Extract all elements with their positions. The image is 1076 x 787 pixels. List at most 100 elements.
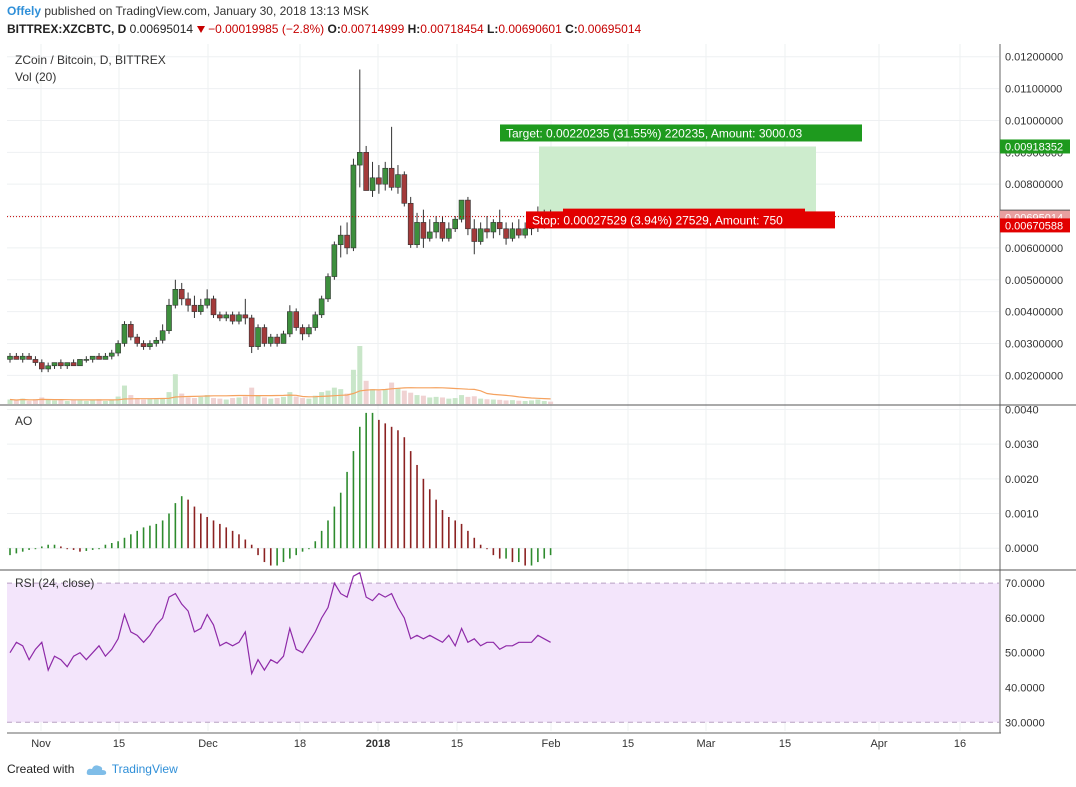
volume-bar bbox=[268, 398, 274, 404]
candle-up bbox=[318, 298, 325, 316]
volume-bar bbox=[7, 399, 13, 404]
volume-bar bbox=[191, 398, 197, 404]
target-zone bbox=[539, 146, 816, 217]
candle-up bbox=[115, 343, 121, 354]
volume-bar bbox=[45, 399, 51, 404]
volume-bar bbox=[64, 401, 70, 404]
volume-bar bbox=[541, 401, 547, 404]
volume-bar bbox=[242, 396, 248, 404]
rsi-line bbox=[9, 571, 551, 676]
volume-bar bbox=[300, 398, 306, 404]
volume-bar bbox=[26, 401, 32, 404]
volume-bar bbox=[370, 389, 376, 404]
target-label-bg bbox=[500, 124, 862, 142]
volume-bar bbox=[147, 398, 153, 404]
close-label: C: bbox=[565, 22, 578, 36]
candle-down bbox=[58, 362, 64, 367]
candle-up bbox=[83, 359, 90, 361]
author-link[interactable]: Offely bbox=[7, 4, 42, 18]
volume-bar bbox=[293, 396, 299, 404]
candle-up bbox=[166, 304, 172, 332]
price-tick-label: 0.00300000 bbox=[1005, 338, 1063, 350]
ohlc-line: BITTREX:XZCBTC, D 0.00695014 −0.00019985 … bbox=[7, 22, 641, 36]
time-tick-label: Nov bbox=[31, 738, 51, 750]
candle-down bbox=[484, 228, 490, 233]
rsi-tick-label: 50.0000 bbox=[1005, 648, 1045, 660]
volume-bar bbox=[471, 396, 477, 404]
candle-down bbox=[217, 314, 223, 319]
volume-bar bbox=[516, 400, 522, 404]
candle-down bbox=[503, 228, 509, 239]
candle-down bbox=[229, 314, 236, 322]
candle-up bbox=[522, 228, 528, 236]
candle-up bbox=[19, 355, 26, 360]
time-tick-label: 15 bbox=[622, 738, 634, 750]
candle-up bbox=[45, 365, 51, 370]
time-tick-label: Dec bbox=[198, 738, 218, 750]
chart-canvas[interactable]: Target: 0.00220235 (31.55%) 220235, Amou… bbox=[0, 0, 1076, 760]
volume-bar bbox=[490, 399, 496, 404]
volume-bar bbox=[141, 399, 147, 404]
time-tick-label: 15 bbox=[779, 738, 791, 750]
volume-bar bbox=[77, 400, 83, 404]
candle-down bbox=[13, 355, 20, 360]
target-label: Target: 0.00220235 (31.55%) 220235, Amou… bbox=[500, 124, 862, 142]
volume-bar bbox=[96, 399, 102, 404]
price-tag-bg bbox=[1000, 218, 1070, 233]
high-value: 0.00718454 bbox=[420, 22, 484, 36]
candle-up bbox=[267, 336, 274, 344]
volume-bar bbox=[128, 395, 134, 404]
volume-bar bbox=[535, 399, 541, 404]
volume-bar bbox=[13, 400, 19, 404]
open-label: O: bbox=[327, 22, 341, 36]
candle-up bbox=[287, 311, 293, 335]
candle-down bbox=[261, 327, 268, 344]
candle-down bbox=[178, 289, 185, 300]
price-tick-label: 0.01200000 bbox=[1005, 52, 1063, 64]
time-tick-label: Apr bbox=[870, 738, 887, 750]
volume-bar bbox=[478, 398, 484, 404]
candle-up bbox=[223, 314, 230, 319]
volume-bar bbox=[153, 399, 159, 404]
volume-bar bbox=[338, 389, 344, 404]
volume-bar bbox=[344, 393, 350, 404]
last-price: 0.00695014 bbox=[129, 22, 194, 36]
candle-up bbox=[102, 355, 109, 360]
rsi-tick-label: 40.0000 bbox=[1005, 683, 1045, 695]
candle-down bbox=[134, 336, 140, 344]
candle-down bbox=[242, 314, 249, 319]
volume-bar bbox=[121, 385, 127, 404]
volume-bar bbox=[287, 392, 293, 404]
volume-bar bbox=[433, 396, 439, 404]
volume-bar bbox=[363, 380, 369, 404]
candle-down bbox=[363, 152, 369, 191]
candle-up bbox=[331, 244, 338, 277]
tradingview-link[interactable]: TradingView bbox=[111, 762, 178, 776]
high-label: H: bbox=[407, 22, 421, 36]
candle-up bbox=[153, 339, 160, 344]
volume-bar bbox=[261, 397, 267, 404]
candle-down bbox=[420, 222, 427, 239]
volume-bar bbox=[357, 346, 363, 404]
candle-down bbox=[515, 228, 522, 236]
volume-bar bbox=[39, 397, 45, 404]
volume-bar bbox=[452, 398, 458, 404]
candle-up bbox=[433, 222, 439, 233]
volume-bar bbox=[427, 397, 433, 404]
volume-bar bbox=[408, 392, 414, 404]
candle-down bbox=[293, 311, 300, 328]
candle-up bbox=[147, 343, 153, 347]
price-tag-bg bbox=[1000, 139, 1070, 154]
time-tick-label: 18 bbox=[294, 738, 306, 750]
candle-down bbox=[299, 327, 306, 335]
symbol-label: BITTREX:XZCBTC, D bbox=[7, 22, 127, 36]
ao-tick-label: 0.0030 bbox=[1005, 439, 1039, 451]
volume-bar bbox=[484, 399, 490, 404]
candle-up bbox=[64, 362, 71, 367]
volume-bar bbox=[350, 369, 356, 404]
candle-up bbox=[51, 362, 58, 367]
price-tick-label: 0.00400000 bbox=[1005, 307, 1063, 319]
candle-down bbox=[248, 317, 255, 347]
volume-bar bbox=[465, 396, 471, 404]
price-tag-text: 0.00918352 bbox=[1005, 141, 1063, 153]
